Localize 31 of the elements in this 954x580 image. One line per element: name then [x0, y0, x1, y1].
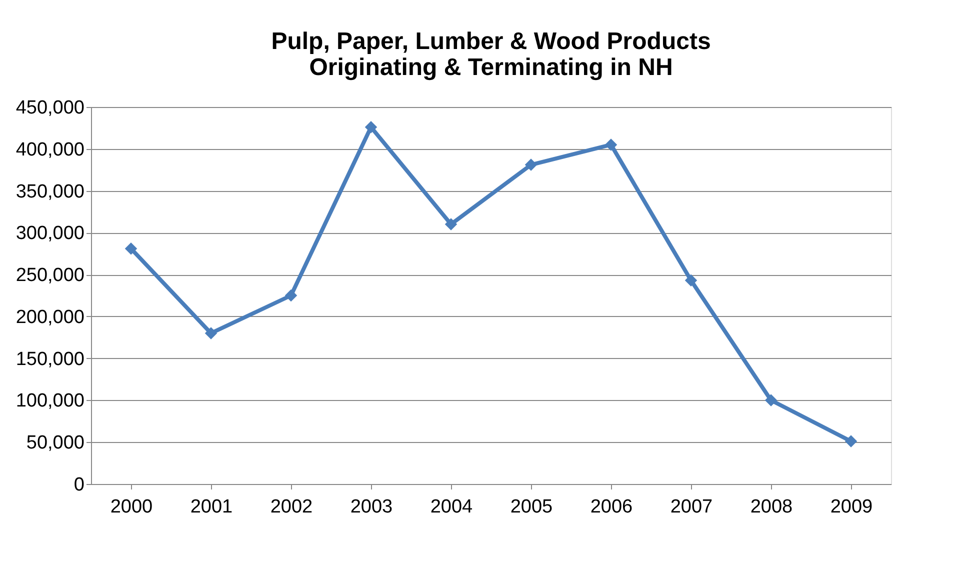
point — [604, 138, 618, 151]
y-tick-label: 250,000 — [16, 265, 84, 286]
point — [844, 435, 858, 448]
x-tick-label: 2004 — [430, 496, 474, 518]
x-tick-label: 2003 — [350, 496, 393, 518]
x-tick-label: 2005 — [510, 496, 553, 518]
y-tick-label: 200,000 — [16, 306, 84, 328]
point — [444, 218, 458, 230]
x-tick-label: 2008 — [750, 496, 793, 518]
point — [204, 327, 218, 340]
y-tick-label: 350,000 — [16, 181, 84, 202]
y-tick-label: 0 — [74, 474, 84, 496]
x-tick-label: 2007 — [670, 496, 713, 518]
point — [284, 289, 298, 302]
y-tick-label: 50,000 — [26, 432, 84, 454]
y-tick-label: 100,000 — [16, 390, 84, 412]
y-tick-label: 400,000 — [16, 139, 84, 160]
x-tick-label: 2006 — [590, 496, 633, 518]
x-tick-label: 2000 — [110, 496, 153, 518]
point — [764, 394, 778, 406]
x-tick-label: 2009 — [830, 496, 873, 518]
x-tick-label: 2002 — [270, 496, 313, 518]
point — [524, 158, 538, 171]
point — [364, 120, 378, 134]
point — [124, 242, 138, 255]
chart-title: Pulp, Paper, Lumber & Wood Products Originating & Terminating in NH — [271, 28, 711, 81]
y-tick-label: 150,000 — [16, 348, 84, 370]
y-tick-label: 450,000 — [16, 98, 84, 118]
point — [684, 274, 698, 287]
x-tick-label: 2001 — [190, 496, 233, 518]
y-tick-label: 300,000 — [16, 223, 84, 244]
